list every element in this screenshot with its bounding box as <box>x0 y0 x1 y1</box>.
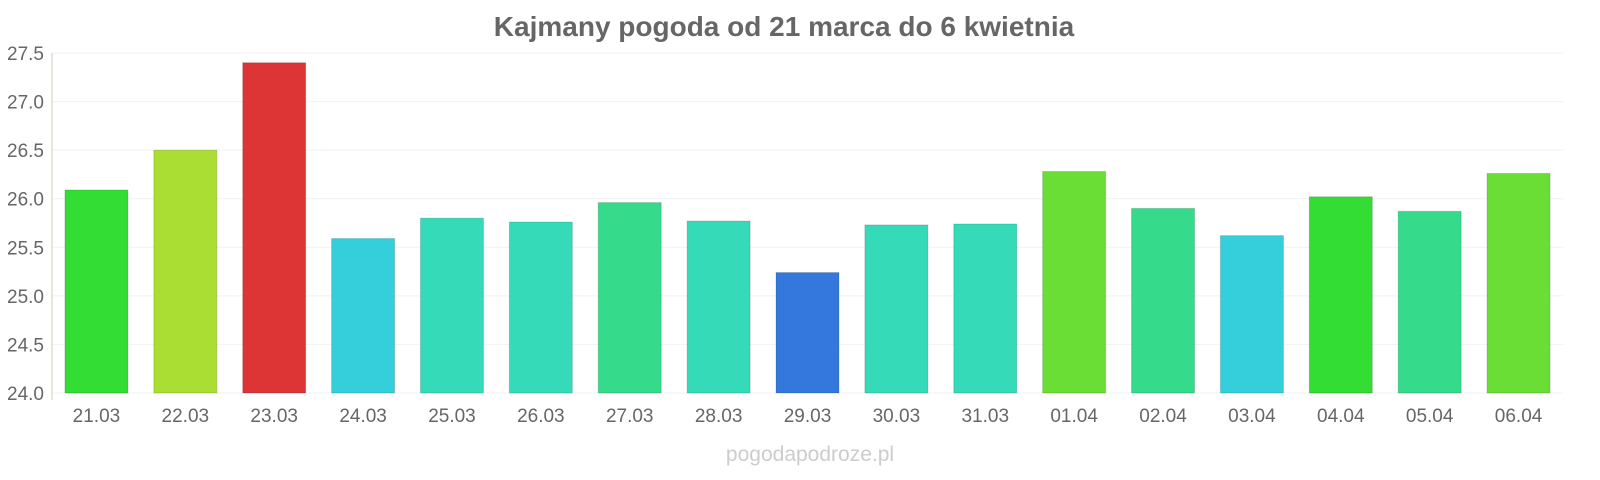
x-tick-label: 23.03 <box>250 406 298 427</box>
y-tick-label: 25.0 <box>7 287 44 308</box>
x-axis: 21.03 22.03 23.03 24.03 25.03 26.03 27.03 28.03… <box>73 406 1543 427</box>
x-tick-label: 05.04 <box>1406 406 1454 427</box>
bar-28.03 <box>686 220 751 394</box>
bar-25.03 <box>419 217 484 394</box>
x-tick-label: 29.03 <box>784 406 832 427</box>
bar-23.03 <box>242 62 307 394</box>
bar-31.03 <box>953 223 1018 394</box>
x-tick-label: 24.03 <box>339 406 387 427</box>
bar-04.04 <box>1308 196 1373 394</box>
x-tick-label: 30.03 <box>873 406 921 427</box>
y-tick-label: 26.5 <box>7 141 44 162</box>
y-tick-label: 27.5 <box>7 44 44 65</box>
y-tick-label: 26.0 <box>7 190 44 211</box>
bars <box>64 62 1551 394</box>
bar-05.04 <box>1397 210 1462 394</box>
x-tick-label: 02.04 <box>1139 406 1187 427</box>
y-tick-label: 27.0 <box>7 93 44 114</box>
bar-22.03 <box>153 149 218 394</box>
x-tick-label: 25.03 <box>428 406 476 427</box>
bar-26.03 <box>508 221 573 394</box>
bar-03.04 <box>1219 235 1284 394</box>
y-tick-label: 25.5 <box>7 238 44 259</box>
bar-30.03 <box>864 224 929 394</box>
y-tick-label: 24.0 <box>7 384 44 405</box>
x-tick-label: 01.04 <box>1050 406 1098 427</box>
x-tick-label: 26.03 <box>517 406 565 427</box>
x-tick-label: 31.03 <box>961 406 1009 427</box>
bar-24.03 <box>331 238 396 394</box>
bar-27.03 <box>597 202 662 394</box>
watermark: pogodapodroze.pl <box>726 443 894 466</box>
x-tick-label: 06.04 <box>1495 406 1543 427</box>
chart-title: Kajmany pogoda od 21 marca do 6 kwietnia <box>494 11 1075 42</box>
bar-06.04 <box>1486 172 1551 394</box>
x-tick-label: 21.03 <box>73 406 121 427</box>
y-tick-label: 24.5 <box>7 335 44 356</box>
x-tick-label: 22.03 <box>162 406 210 427</box>
x-tick-label: 03.04 <box>1228 406 1276 427</box>
bar-29.03 <box>775 272 840 394</box>
y-axis: 24.0 24.5 25.0 25.5 26.0 26.5 27.0 27.5 <box>7 44 44 405</box>
bar-01.04 <box>1042 171 1107 394</box>
bar-21.03 <box>64 189 129 394</box>
x-tick-label: 04.04 <box>1317 406 1365 427</box>
x-tick-label: 27.03 <box>606 406 654 427</box>
bar-02.04 <box>1131 207 1196 394</box>
x-tick-label: 28.03 <box>695 406 743 427</box>
